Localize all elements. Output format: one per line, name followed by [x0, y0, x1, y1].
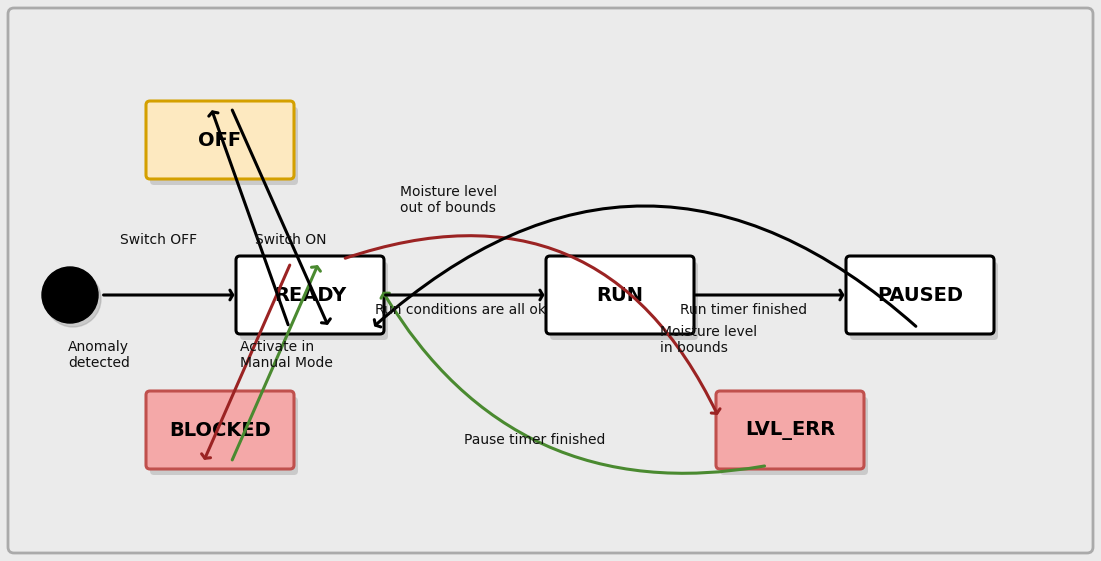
- Text: Run conditions are all ok: Run conditions are all ok: [375, 303, 546, 317]
- FancyBboxPatch shape: [236, 256, 384, 334]
- Text: Switch ON: Switch ON: [255, 233, 327, 247]
- Text: Pause timer finished: Pause timer finished: [465, 433, 606, 447]
- FancyBboxPatch shape: [146, 101, 294, 179]
- Text: Moisture level
out of bounds: Moisture level out of bounds: [400, 185, 498, 215]
- FancyBboxPatch shape: [720, 397, 868, 475]
- Text: Switch OFF: Switch OFF: [120, 233, 197, 247]
- FancyBboxPatch shape: [850, 262, 998, 340]
- Text: RUN: RUN: [597, 286, 643, 305]
- FancyBboxPatch shape: [240, 262, 388, 340]
- Text: OFF: OFF: [198, 131, 241, 149]
- FancyBboxPatch shape: [546, 256, 694, 334]
- FancyBboxPatch shape: [716, 391, 864, 469]
- Circle shape: [42, 267, 98, 323]
- Text: LVL_ERR: LVL_ERR: [745, 421, 836, 439]
- Circle shape: [45, 271, 101, 327]
- FancyBboxPatch shape: [550, 262, 698, 340]
- FancyBboxPatch shape: [150, 397, 298, 475]
- Text: PAUSED: PAUSED: [877, 286, 963, 305]
- FancyBboxPatch shape: [146, 391, 294, 469]
- Text: Activate in
Manual Mode: Activate in Manual Mode: [240, 340, 333, 370]
- Text: Anomaly
detected: Anomaly detected: [68, 340, 130, 370]
- Text: READY: READY: [274, 286, 346, 305]
- FancyBboxPatch shape: [846, 256, 994, 334]
- FancyBboxPatch shape: [150, 107, 298, 185]
- Text: Run timer finished: Run timer finished: [680, 303, 807, 317]
- Text: Moisture level
in bounds: Moisture level in bounds: [659, 325, 757, 355]
- Text: BLOCKED: BLOCKED: [170, 421, 271, 439]
